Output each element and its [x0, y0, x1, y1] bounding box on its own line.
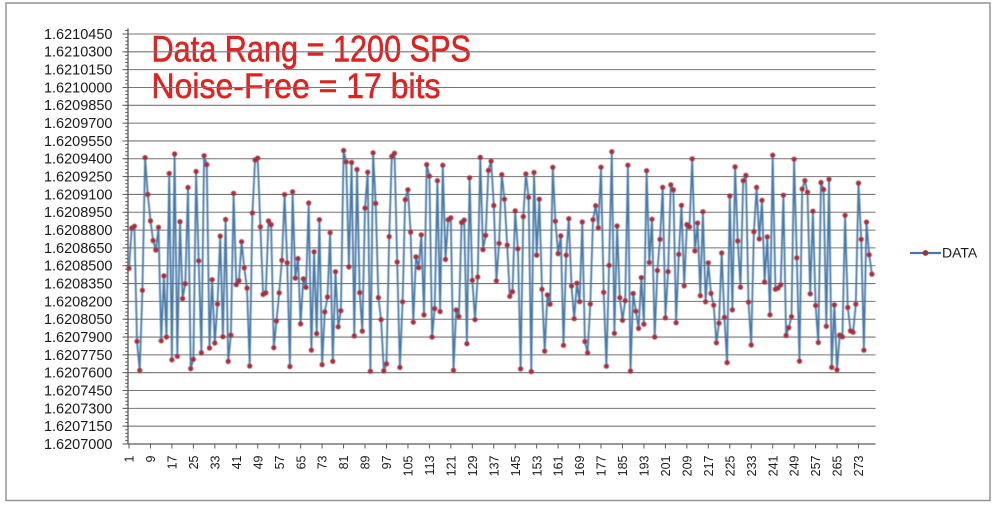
- svg-text:17: 17: [166, 455, 180, 469]
- svg-text:153: 153: [530, 455, 544, 476]
- svg-text:89: 89: [359, 455, 373, 469]
- svg-text:1.6210000: 1.6210000: [44, 80, 113, 96]
- svg-text:Noise-Free = 17 bits: Noise-Free = 17 bits: [152, 66, 441, 106]
- svg-text:DATA: DATA: [942, 245, 978, 261]
- svg-text:273: 273: [852, 455, 866, 476]
- svg-text:1.6208800: 1.6208800: [44, 223, 113, 239]
- svg-text:1.6207900: 1.6207900: [44, 330, 113, 346]
- svg-text:1.6209250: 1.6209250: [44, 170, 113, 186]
- svg-text:1.6207150: 1.6207150: [44, 419, 113, 435]
- svg-text:201: 201: [659, 455, 673, 476]
- svg-text:241: 241: [766, 455, 780, 476]
- svg-text:129: 129: [466, 455, 480, 476]
- svg-text:73: 73: [316, 455, 330, 469]
- svg-text:1.6208350: 1.6208350: [44, 276, 113, 292]
- svg-text:57: 57: [273, 455, 287, 469]
- svg-text:1.6207600: 1.6207600: [44, 366, 113, 382]
- svg-text:1.6207450: 1.6207450: [44, 383, 113, 399]
- svg-text:1: 1: [123, 455, 137, 462]
- svg-text:Data Rang = 1200 SPS: Data Rang = 1200 SPS: [152, 29, 472, 70]
- svg-text:1.6209550: 1.6209550: [44, 134, 113, 150]
- svg-text:1.6208650: 1.6208650: [44, 241, 113, 257]
- svg-text:185: 185: [616, 455, 630, 476]
- svg-text:137: 137: [487, 455, 501, 476]
- svg-text:193: 193: [638, 455, 652, 476]
- svg-text:177: 177: [595, 455, 609, 476]
- svg-text:1.6207300: 1.6207300: [44, 401, 113, 417]
- svg-text:1.6207000: 1.6207000: [44, 437, 113, 453]
- svg-text:65: 65: [294, 455, 308, 469]
- svg-text:257: 257: [809, 455, 823, 476]
- svg-text:97: 97: [380, 455, 394, 469]
- svg-text:1.6209700: 1.6209700: [44, 116, 113, 132]
- svg-text:1.6209100: 1.6209100: [44, 187, 113, 203]
- svg-text:33: 33: [208, 455, 222, 469]
- svg-text:145: 145: [509, 455, 523, 476]
- svg-text:1.6208200: 1.6208200: [44, 294, 113, 310]
- svg-text:217: 217: [702, 455, 716, 476]
- svg-text:265: 265: [831, 455, 845, 476]
- svg-text:233: 233: [745, 455, 759, 476]
- svg-text:169: 169: [573, 455, 587, 476]
- svg-text:9: 9: [144, 455, 158, 462]
- svg-text:225: 225: [723, 455, 737, 476]
- svg-text:41: 41: [230, 455, 244, 469]
- svg-text:161: 161: [552, 455, 566, 476]
- svg-text:1.6207750: 1.6207750: [44, 348, 113, 364]
- svg-text:1.6208950: 1.6208950: [44, 205, 113, 221]
- svg-text:249: 249: [788, 455, 802, 476]
- svg-text:1.6209850: 1.6209850: [44, 98, 113, 114]
- svg-text:1.6210150: 1.6210150: [44, 63, 113, 79]
- svg-text:1.6208500: 1.6208500: [44, 259, 113, 275]
- svg-text:1.6210450: 1.6210450: [44, 27, 113, 43]
- svg-text:1.6208050: 1.6208050: [44, 312, 113, 328]
- svg-text:105: 105: [402, 455, 416, 476]
- svg-text:1.6210300: 1.6210300: [44, 45, 113, 61]
- svg-text:81: 81: [337, 455, 351, 469]
- svg-text:25: 25: [187, 455, 201, 469]
- svg-text:209: 209: [680, 455, 694, 476]
- svg-text:49: 49: [251, 455, 265, 469]
- svg-text:1.6209400: 1.6209400: [44, 152, 113, 168]
- svg-text:121: 121: [444, 455, 458, 476]
- svg-text:113: 113: [423, 455, 437, 475]
